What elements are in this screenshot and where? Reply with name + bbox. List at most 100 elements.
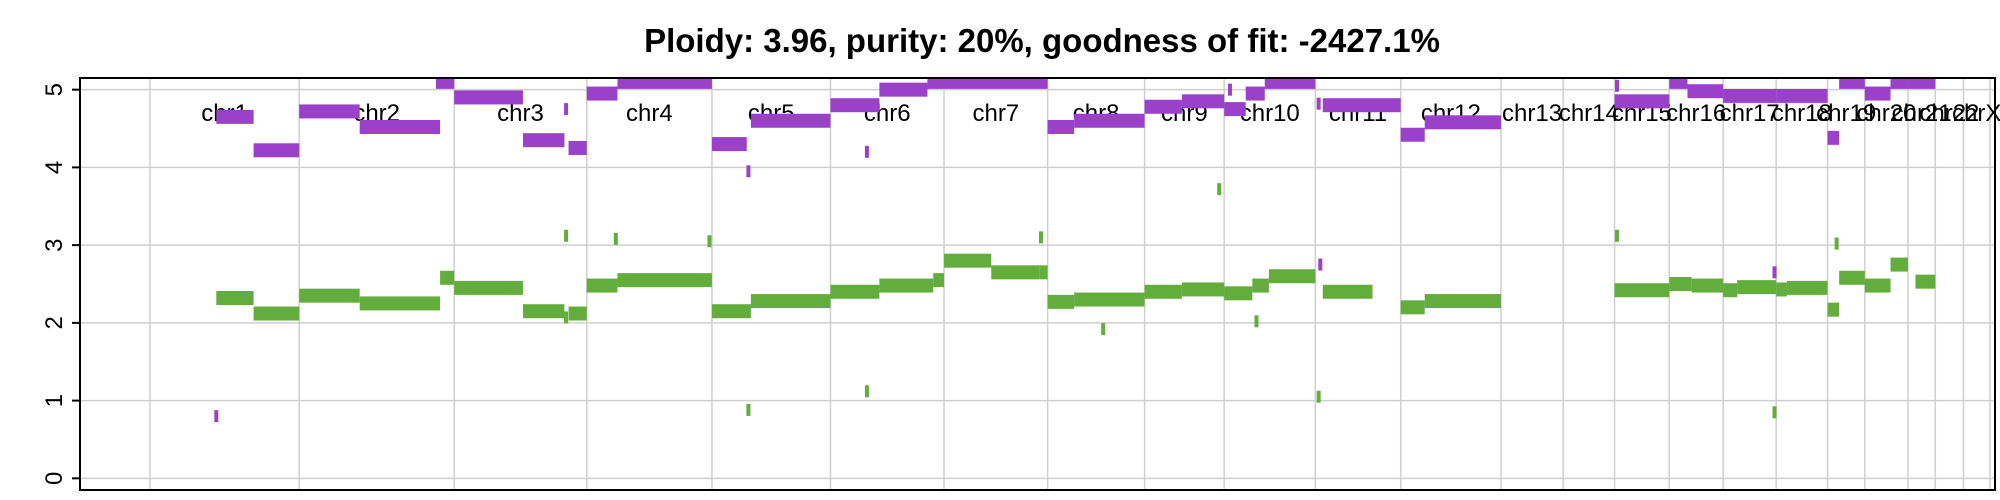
segment-total (750, 113, 831, 128)
segment-total (1074, 113, 1145, 128)
segment-total (1245, 86, 1265, 101)
chart-title: Ploidy: 3.96, purity: 20%, goodness of f… (644, 22, 1440, 59)
segment-minor (440, 270, 455, 285)
chromosome-label: chr18 (1772, 100, 1832, 127)
y-axis: 0 1 2 3 4 5 (41, 83, 80, 485)
segment-minor (568, 306, 587, 321)
point-minor (1038, 231, 1043, 244)
point-minor (1217, 183, 1222, 196)
chromosome-label: chr20 (1856, 100, 1916, 127)
point-minor (1615, 229, 1620, 242)
point-minor (1101, 323, 1106, 336)
point-total (1316, 97, 1321, 110)
segment-total (359, 119, 441, 134)
segment-minor (1827, 302, 1840, 317)
segment-total (1424, 115, 1501, 130)
point-minor (1772, 406, 1777, 419)
point-total (864, 145, 869, 158)
segment-total (1776, 88, 1828, 103)
segment-total (1224, 102, 1246, 117)
segment-minor (586, 278, 618, 293)
chromosome-label: chr13 (1502, 100, 1562, 127)
segment-total (299, 104, 360, 119)
point-total (214, 410, 219, 423)
point-minor (1316, 390, 1321, 403)
segment-total (1687, 84, 1724, 99)
chromosome-label: chr22 (1919, 100, 1979, 127)
segment-total (830, 98, 880, 113)
segment-total (1839, 79, 1865, 89)
point-minor (864, 385, 869, 398)
y-tick-label: 5 (41, 83, 68, 96)
segment-minor (1322, 284, 1373, 299)
segment-total (1047, 119, 1075, 134)
segment-minor (944, 253, 992, 268)
segment-minor (1786, 280, 1828, 295)
segment-minor (830, 284, 880, 299)
segment-total (1723, 88, 1777, 103)
segment-minor (1776, 282, 1787, 297)
segment-minor (991, 265, 1040, 280)
segment-minor (1047, 294, 1075, 309)
segment-minor (1400, 300, 1425, 315)
segment-minor (1224, 286, 1253, 301)
segment-total (1181, 94, 1225, 109)
chromosome-label: chr4 (626, 100, 673, 127)
segment-minor (1864, 278, 1891, 293)
segment-total (1827, 130, 1840, 145)
segment-minor (1268, 269, 1316, 284)
point-minor (1254, 315, 1259, 328)
segment-minor (750, 294, 831, 309)
chromosome-label: chr14 (1559, 100, 1619, 127)
point-minor (707, 235, 712, 248)
segment-minor (454, 280, 523, 295)
point-minor (613, 232, 618, 245)
segment-total (1907, 79, 1936, 89)
plot-marks (214, 79, 1936, 423)
segment-total (568, 140, 587, 155)
segment-minor (1181, 282, 1225, 297)
segment-total (454, 90, 523, 105)
segment-minor (253, 306, 300, 321)
point-total (1615, 79, 1620, 92)
segment-minor (1915, 274, 1936, 289)
point-minor (746, 403, 751, 416)
segment-minor (1039, 265, 1048, 280)
segment-minor (933, 273, 945, 288)
segment-minor (1144, 284, 1182, 299)
segment-total (1864, 86, 1891, 101)
segment-minor (1669, 277, 1692, 291)
segment-minor (617, 273, 712, 288)
y-tick-label: 3 (41, 238, 68, 251)
segment-total (1322, 98, 1401, 113)
segment-minor (522, 304, 565, 319)
point-minor (564, 229, 569, 242)
segment-total (586, 86, 618, 101)
segment-total (1400, 127, 1425, 142)
segment-minor (879, 278, 934, 293)
point-total (1772, 266, 1777, 279)
segment-minor (1723, 283, 1738, 298)
segment-minor (1252, 278, 1269, 293)
chromosome-label: chr7 (972, 100, 1019, 127)
segment-total (1669, 79, 1688, 89)
segment-minor (1424, 294, 1501, 309)
segment-total (253, 143, 300, 158)
point-minor (564, 311, 569, 324)
segment-minor (359, 296, 441, 311)
point-total (564, 103, 569, 116)
segment-total (1144, 99, 1182, 114)
chromosome-label: chr16 (1666, 100, 1726, 127)
point-minor (1834, 237, 1839, 250)
chromosome-label: chr17 (1720, 100, 1780, 127)
point-total (1227, 83, 1232, 96)
chromosome-label: chr10 (1240, 100, 1300, 127)
segment-total (1890, 79, 1908, 89)
chromosome-label: chr21 (1892, 100, 1952, 127)
chromosome-label: chrX (1952, 100, 2000, 127)
point-total (1318, 258, 1323, 271)
segment-total (879, 82, 928, 97)
segment-minor (711, 304, 751, 319)
segment-total (435, 79, 455, 89)
segment-minor (1074, 292, 1145, 307)
